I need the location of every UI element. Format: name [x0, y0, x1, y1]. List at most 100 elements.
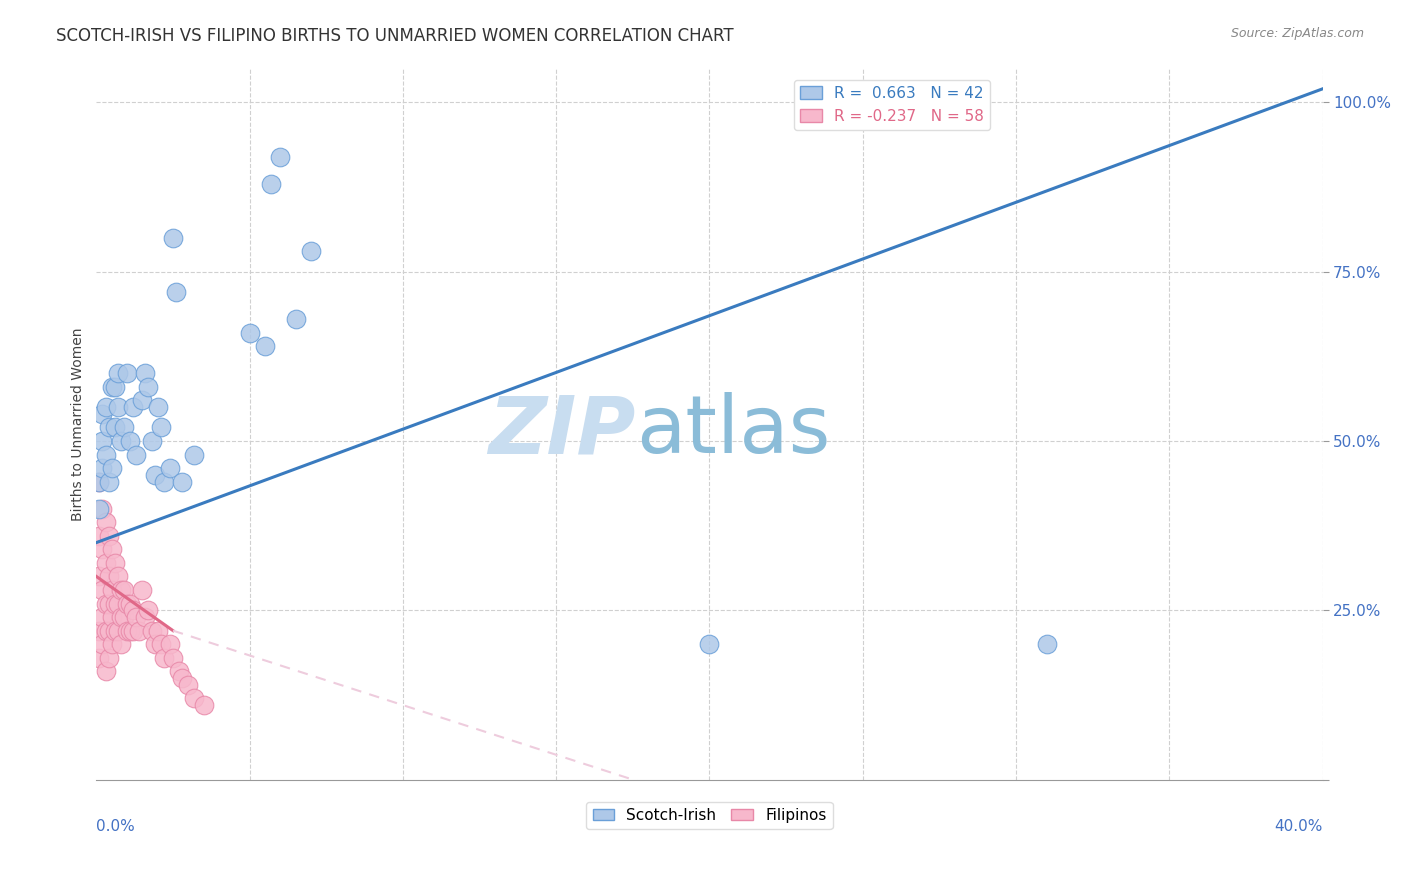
- Point: [159, 461, 181, 475]
- Point: [110, 434, 132, 448]
- Point: [167, 665, 190, 679]
- Point: [165, 285, 187, 299]
- Point: [125, 448, 148, 462]
- Point: [94, 400, 117, 414]
- Point: [94, 665, 117, 679]
- Point: [91, 610, 114, 624]
- Point: [134, 366, 156, 380]
- Point: [269, 150, 291, 164]
- Point: [115, 366, 138, 380]
- Point: [152, 475, 174, 489]
- Legend: Scotch-Irish, Filipinos: Scotch-Irish, Filipinos: [586, 802, 832, 829]
- Point: [159, 637, 181, 651]
- Point: [177, 678, 200, 692]
- Point: [122, 400, 145, 414]
- Point: [110, 610, 132, 624]
- Point: [128, 624, 150, 638]
- Point: [89, 569, 111, 583]
- Point: [110, 637, 132, 651]
- Point: [149, 420, 172, 434]
- Point: [100, 380, 122, 394]
- Point: [104, 380, 127, 394]
- Point: [143, 467, 166, 482]
- Point: [94, 516, 117, 530]
- Point: [125, 610, 148, 624]
- Point: [94, 556, 117, 570]
- Point: [107, 569, 129, 583]
- Point: [172, 475, 194, 489]
- Point: [112, 582, 135, 597]
- Point: [107, 624, 129, 638]
- Point: [89, 624, 111, 638]
- Point: [253, 339, 276, 353]
- Point: [104, 420, 127, 434]
- Point: [141, 624, 163, 638]
- Point: [138, 380, 160, 394]
- Point: [134, 610, 156, 624]
- Point: [104, 624, 127, 638]
- Point: [110, 582, 132, 597]
- Point: [89, 529, 111, 543]
- Point: [172, 671, 194, 685]
- Text: Source: ZipAtlas.com: Source: ZipAtlas.com: [1230, 27, 1364, 40]
- Point: [120, 434, 142, 448]
- Point: [100, 461, 122, 475]
- Point: [107, 400, 129, 414]
- Point: [112, 420, 135, 434]
- Point: [104, 556, 127, 570]
- Point: [299, 244, 322, 259]
- Text: 40.0%: 40.0%: [1274, 819, 1323, 834]
- Point: [97, 569, 120, 583]
- Point: [122, 603, 145, 617]
- Point: [97, 650, 120, 665]
- Point: [94, 597, 117, 611]
- Point: [97, 420, 120, 434]
- Point: [94, 448, 117, 462]
- Point: [120, 597, 142, 611]
- Point: [239, 326, 262, 340]
- Point: [141, 434, 163, 448]
- Point: [107, 597, 129, 611]
- Point: [131, 393, 153, 408]
- Point: [115, 597, 138, 611]
- Point: [143, 637, 166, 651]
- Point: [260, 177, 283, 191]
- Point: [1035, 637, 1057, 651]
- Point: [89, 475, 111, 489]
- Point: [91, 637, 114, 651]
- Point: [94, 624, 117, 638]
- Point: [152, 650, 174, 665]
- Point: [115, 624, 138, 638]
- Point: [91, 582, 114, 597]
- Point: [122, 624, 145, 638]
- Point: [100, 610, 122, 624]
- Point: [104, 597, 127, 611]
- Point: [89, 650, 111, 665]
- Point: [91, 501, 114, 516]
- Text: ZIP: ZIP: [488, 392, 636, 470]
- Point: [162, 650, 184, 665]
- Point: [91, 434, 114, 448]
- Point: [183, 691, 205, 706]
- Point: [149, 637, 172, 651]
- Point: [146, 624, 169, 638]
- Text: atlas: atlas: [636, 392, 831, 470]
- Point: [97, 624, 120, 638]
- Point: [138, 603, 160, 617]
- Point: [97, 475, 120, 489]
- Point: [100, 542, 122, 557]
- Point: [89, 501, 111, 516]
- Text: SCOTCH-IRISH VS FILIPINO BIRTHS TO UNMARRIED WOMEN CORRELATION CHART: SCOTCH-IRISH VS FILIPINO BIRTHS TO UNMAR…: [56, 27, 734, 45]
- Point: [699, 637, 721, 651]
- Point: [112, 610, 135, 624]
- Point: [107, 366, 129, 380]
- Point: [100, 637, 122, 651]
- Point: [97, 529, 120, 543]
- Point: [284, 312, 307, 326]
- Point: [91, 461, 114, 475]
- Point: [91, 407, 114, 421]
- Point: [193, 698, 215, 713]
- Point: [89, 475, 111, 489]
- Point: [97, 597, 120, 611]
- Point: [146, 400, 169, 414]
